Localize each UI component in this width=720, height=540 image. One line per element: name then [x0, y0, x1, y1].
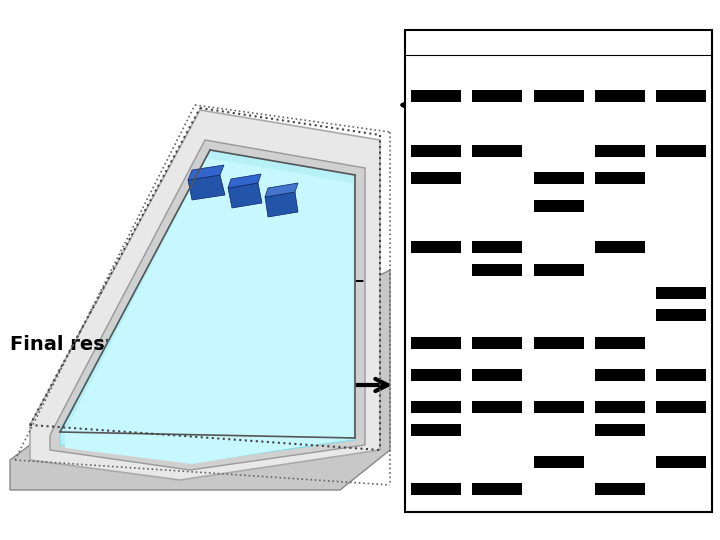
- Bar: [595, 483, 645, 495]
- Text: Bob: Bob: [488, 32, 505, 41]
- Bar: [595, 90, 645, 102]
- Bar: [595, 337, 645, 349]
- Text: Final result of electrophoresis: Final result of electrophoresis: [10, 335, 341, 354]
- Polygon shape: [30, 110, 380, 480]
- Bar: [472, 369, 522, 381]
- Polygon shape: [60, 150, 355, 462]
- Bar: [472, 401, 522, 413]
- Text: Sue: Sue: [550, 32, 567, 41]
- Polygon shape: [228, 183, 262, 208]
- Bar: [410, 369, 461, 381]
- Bar: [534, 264, 583, 276]
- Text: +: +: [225, 362, 244, 382]
- Bar: [657, 309, 706, 321]
- Bar: [472, 483, 522, 495]
- Bar: [534, 456, 583, 468]
- Bar: [657, 287, 706, 299]
- Text: Lisa: Lisa: [672, 32, 690, 41]
- Bar: [410, 337, 461, 349]
- Bar: [657, 456, 706, 468]
- Bar: [472, 241, 522, 253]
- Polygon shape: [65, 158, 353, 464]
- Bar: [657, 369, 706, 381]
- Bar: [410, 483, 461, 495]
- Polygon shape: [265, 192, 298, 217]
- Bar: [657, 145, 706, 157]
- Bar: [534, 401, 583, 413]
- Bar: [410, 90, 461, 102]
- Polygon shape: [228, 174, 261, 188]
- Text: Separation of DNA based on
size of fragments.: Separation of DNA based on size of fragm…: [405, 40, 690, 80]
- Bar: [657, 401, 706, 413]
- Bar: [405, 30, 712, 512]
- Bar: [595, 145, 645, 157]
- Bar: [657, 90, 706, 102]
- Bar: [410, 241, 461, 253]
- Bar: [472, 145, 522, 157]
- Bar: [534, 90, 583, 102]
- Polygon shape: [10, 270, 390, 490]
- Bar: [410, 172, 461, 184]
- Polygon shape: [188, 165, 224, 180]
- Bar: [534, 172, 583, 184]
- Polygon shape: [50, 140, 365, 470]
- Bar: [472, 337, 522, 349]
- Bar: [595, 172, 645, 184]
- Bar: [410, 424, 461, 436]
- Bar: [534, 200, 583, 212]
- Text: blood
stain: blood stain: [423, 32, 449, 51]
- Polygon shape: [188, 175, 225, 200]
- Bar: [534, 337, 583, 349]
- Bar: [595, 241, 645, 253]
- Bar: [595, 401, 645, 413]
- Text: John: John: [610, 32, 630, 41]
- Bar: [472, 264, 522, 276]
- Bar: [595, 424, 645, 436]
- Bar: [410, 145, 461, 157]
- Polygon shape: [265, 183, 298, 197]
- Bar: [410, 401, 461, 413]
- Bar: [595, 369, 645, 381]
- Bar: [472, 90, 522, 102]
- Text: −: −: [353, 271, 363, 289]
